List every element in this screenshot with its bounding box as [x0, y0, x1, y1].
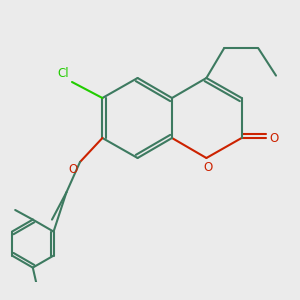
Text: O: O [203, 161, 213, 174]
Text: O: O [68, 163, 78, 176]
Text: O: O [270, 131, 279, 145]
Text: Cl: Cl [57, 68, 69, 80]
